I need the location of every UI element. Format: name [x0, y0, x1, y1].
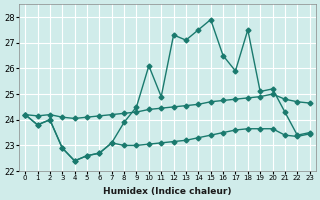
- X-axis label: Humidex (Indice chaleur): Humidex (Indice chaleur): [103, 187, 232, 196]
